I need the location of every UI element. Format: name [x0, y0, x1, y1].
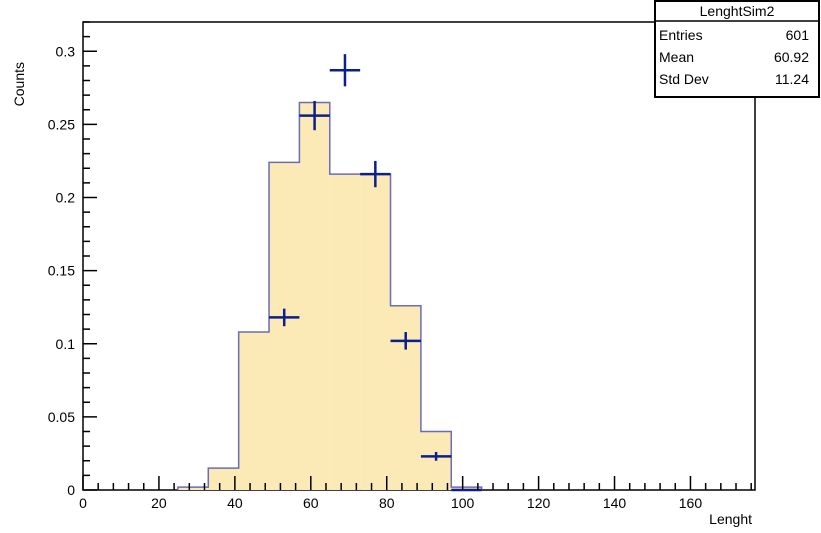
- histogram-bin-2: [238, 332, 270, 490]
- x-tick-label-1: 20: [151, 495, 167, 511]
- y-axis-ticks: 0 0.05 0.1 0.15 0.2 0.25 0.3: [48, 21, 97, 498]
- data-point-2: [329, 54, 361, 87]
- histogram-bins: [177, 102, 482, 490]
- x-tick-label-0: 0: [79, 495, 87, 511]
- y-tick-label-3: 0.15: [48, 263, 75, 279]
- y-tick-label-2: 0.1: [56, 336, 76, 352]
- histogram-bin-4: [299, 102, 330, 490]
- data-point-1: [299, 100, 330, 131]
- stats-box: LenghtSim2 Entries 601 Mean 60.92 Std De…: [654, 0, 820, 98]
- histogram-bin-0: [177, 487, 209, 490]
- y-tick-label-5: 0.25: [48, 116, 75, 132]
- x-tick-label-7: 140: [603, 495, 627, 511]
- x-tick-label-6: 120: [527, 495, 551, 511]
- histogram-bin-5: [329, 174, 361, 490]
- stats-box-title: LenghtSim2: [700, 3, 775, 19]
- histogram-bin-6: [360, 174, 391, 490]
- y-tick-label-1: 0.05: [48, 409, 75, 425]
- x-axis-title: Lenght: [709, 511, 752, 527]
- data-point-5: [420, 451, 452, 461]
- data-point-4: [390, 332, 421, 350]
- histogram-bin-1: [208, 468, 239, 490]
- x-tick-label-2: 40: [227, 495, 243, 511]
- y-axis-title: Counts: [11, 62, 27, 106]
- stats-stddev-value: 11.24: [775, 71, 809, 87]
- data-point-0: [269, 308, 300, 327]
- stats-mean-label: Mean: [659, 49, 694, 65]
- stats-entries-value: 601: [786, 27, 810, 43]
- stats-entries-label: Entries: [659, 27, 703, 43]
- data-point-3: [360, 160, 391, 188]
- x-tick-label-4: 80: [379, 495, 395, 511]
- x-tick-label-5: 100: [451, 495, 475, 511]
- y-tick-label-6: 0.3: [56, 43, 76, 59]
- x-tick-label-3: 60: [303, 495, 319, 511]
- histogram-bin-9: [451, 487, 482, 490]
- x-tick-label-8: 160: [679, 495, 703, 511]
- y-tick-label-0: 0: [67, 482, 75, 498]
- y-tick-label-4: 0.2: [56, 190, 76, 206]
- stats-box-frame: [654, 0, 820, 98]
- x-axis-ticks: 0 20 40 60 80 100 120 140 160: [79, 476, 752, 511]
- stats-mean-value: 60.92: [774, 49, 809, 65]
- error-bar-series: [269, 54, 482, 492]
- histogram-outline: [177, 101, 483, 490]
- stats-stddev-label: Std Dev: [659, 71, 709, 87]
